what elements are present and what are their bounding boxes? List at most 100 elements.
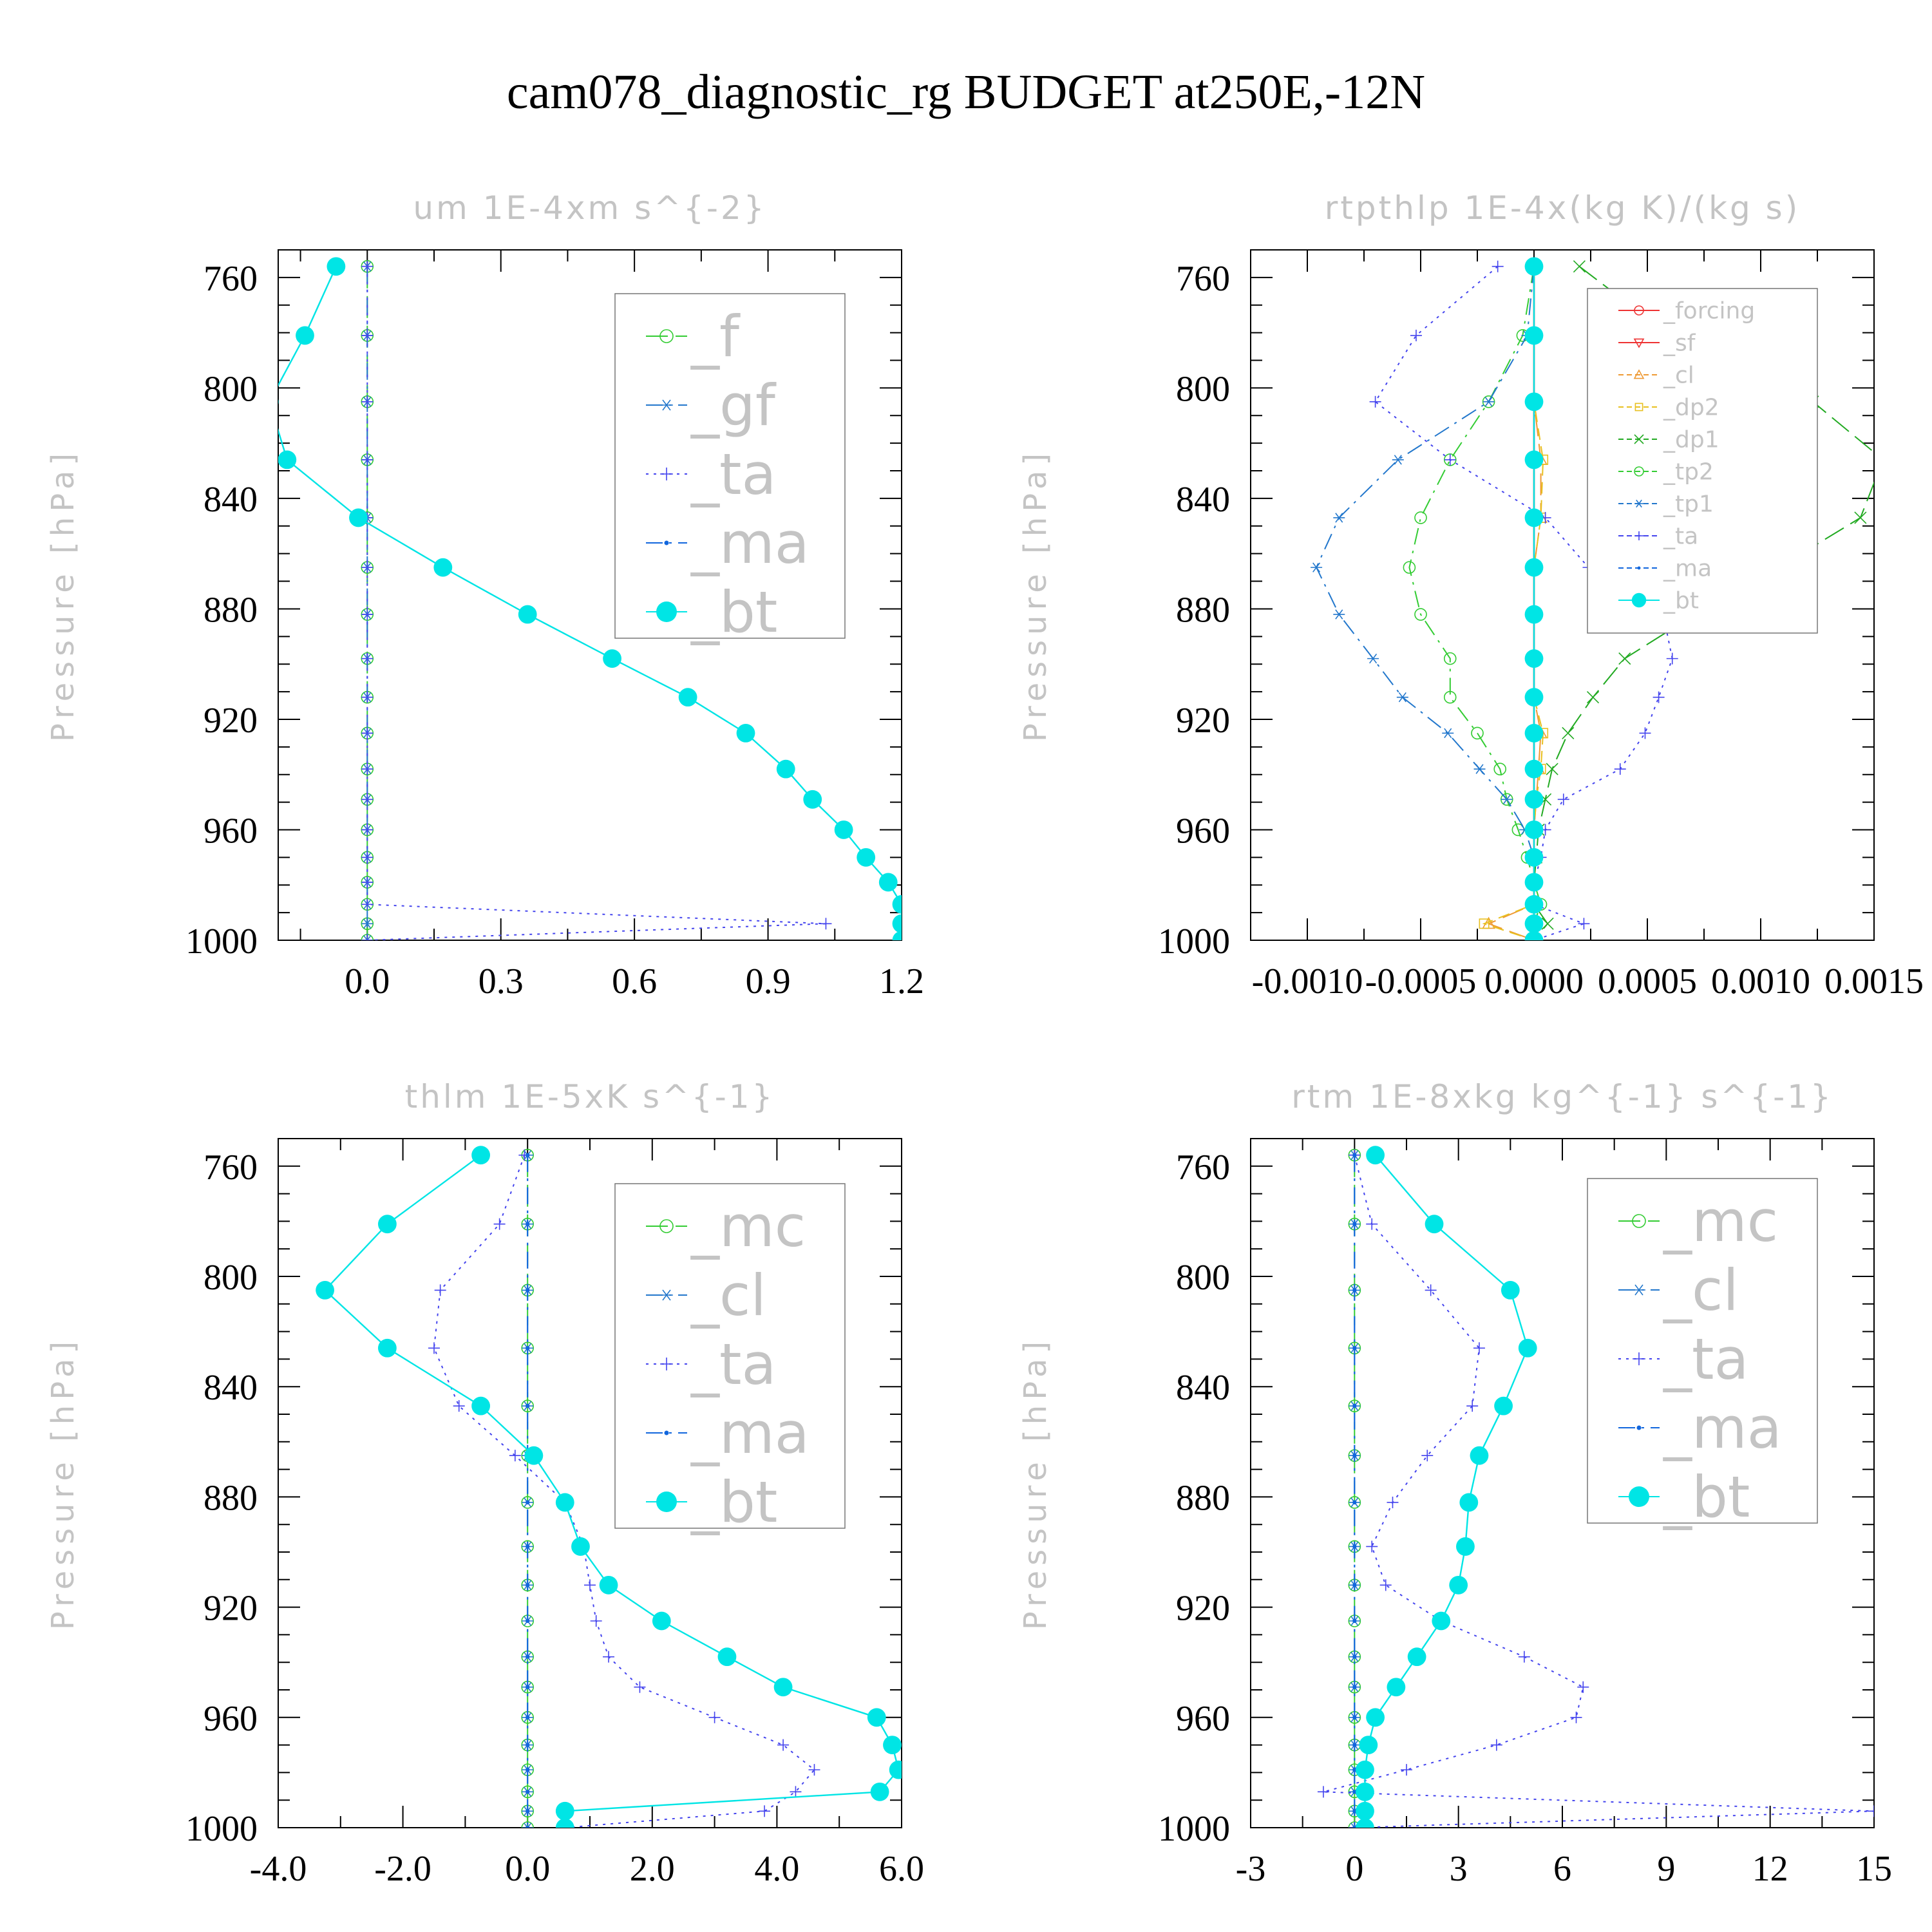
y-tick-label: 840 [1176,1368,1230,1408]
data-point [599,1575,618,1595]
panel-title: thlm 1E-5xK s^{-1} [405,1078,775,1115]
data-point [433,558,453,577]
y-tick-label: 760 [204,1148,258,1188]
data-point [1352,1222,1357,1226]
panel-title: rtm 1E-8xkg kg^{-1} s^{-1} [1291,1078,1833,1115]
x-tick-label: -4.0 [250,1849,307,1889]
legend-label: _cl [1663,363,1694,389]
y-tick-label: 800 [204,1258,258,1298]
data-point [1407,1647,1426,1667]
legend-label: _mc [690,1193,806,1260]
legend-entry-bt: _bt [1618,588,1699,614]
plot-frame [278,249,902,941]
data-point [892,914,902,933]
legend-label: _ta [690,1331,776,1397]
data-point [1352,1825,1357,1828]
data-point [1443,652,1457,665]
x-tick-label: 6.0 [879,1849,924,1889]
data-point [361,652,374,665]
legend-label: _bt [690,579,777,645]
x-tick-label: 0.3 [478,961,524,1001]
data-point [1414,608,1427,621]
plot-area [1311,257,1874,940]
data-point [1562,726,1575,739]
legend-entry-ta: _ta [646,441,776,507]
data-point [1392,455,1404,465]
y-tick-label: 960 [204,1699,258,1739]
series-line [1374,265,1673,940]
series-tp2 [1403,260,1548,940]
data-point [1352,1500,1357,1505]
x-tick-label: 0 [1345,1849,1363,1889]
data-point [1352,1404,1357,1408]
y-tick-label: 1000 [1158,1809,1230,1849]
data-point [378,1338,397,1358]
data-point [526,1654,530,1659]
data-point [1639,727,1651,739]
x-tick-label: 0.0 [505,1849,550,1889]
y-axis-label: Pressure [hPa] [1018,1336,1054,1630]
data-point [526,1404,530,1408]
data-point [1490,1739,1502,1751]
data-point [1352,1153,1357,1157]
x-tick-label: -0.0010 [1252,961,1363,1001]
x-tick-label: 3 [1450,1849,1468,1889]
data-point [1518,1651,1530,1663]
y-tick-label: 840 [204,480,258,520]
y-axis-label: Pressure [hPa] [1018,448,1054,742]
data-point [1524,649,1544,668]
y-tick-label: 1000 [1158,922,1230,961]
plot-area [278,257,902,940]
data-point [892,895,902,914]
y-tick-label: 880 [1176,590,1230,630]
data-point [1352,1654,1357,1659]
legend-label: _ta [1663,1326,1748,1392]
data-point [1466,1400,1479,1412]
legend-entry-forcing: _forcing [1618,298,1755,325]
legend-entry-ta: _ta [1618,1326,1748,1392]
x-tick-label: -2.0 [374,1849,431,1889]
data-point [1518,1338,1537,1358]
y-tick-label: 880 [204,1478,258,1518]
series-line [1323,1155,1874,1828]
y-tick-label: 760 [1176,1148,1230,1188]
data-point [378,1215,397,1234]
series-bt [1356,1146,1537,1828]
data-point [471,1146,490,1165]
data-point [526,1544,530,1549]
data-point [1414,511,1427,524]
series-ma [1352,1153,1357,1828]
data-point [521,1821,534,1828]
series-line [1486,266,1542,940]
figure-title: cam078_diagnostic_rg BUDGET at250E,-12N [507,65,1425,119]
legend-entry-mc: _mc [646,1193,806,1260]
data-point [1614,763,1626,775]
plot-area [316,1146,902,1828]
data-point [361,918,374,929]
data-point [327,257,346,276]
x-tick-label: 15 [1856,1849,1892,1889]
x-tick-label: 0.0015 [1824,961,1924,1001]
y-tick-label: 840 [1176,480,1230,520]
data-point [1366,1146,1385,1165]
data-point [1524,508,1544,527]
data-point [1449,1575,1468,1595]
legend-entry-mc: _mc [1618,1188,1778,1255]
data-point [1524,914,1544,933]
data-point [526,1743,530,1747]
panel-4: rtm 1E-8xkg kg^{-1} s^{-1} Pressure [hPa]… [1018,1078,1892,1889]
data-point [1317,1786,1329,1798]
plot-frame [1250,249,1875,941]
data-point [1366,1218,1378,1230]
data-point [1524,450,1544,469]
data-point [857,848,876,867]
data-point [1524,931,1544,940]
data-point [1387,1678,1406,1697]
data-point [1868,1805,1874,1817]
y-tick-label: 800 [204,369,258,409]
data-point [1573,260,1586,273]
data-point [1352,1715,1357,1719]
data-point [1421,1450,1434,1462]
data-point [1524,392,1544,412]
data-point [892,931,902,940]
